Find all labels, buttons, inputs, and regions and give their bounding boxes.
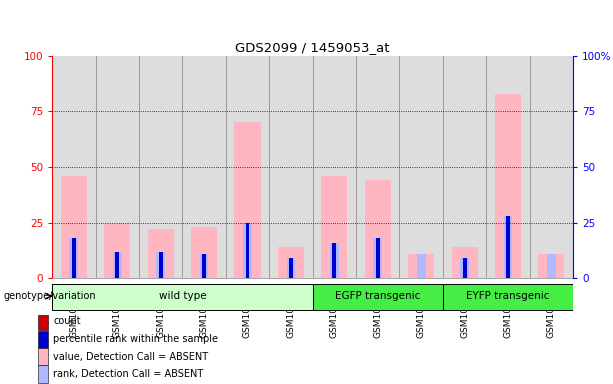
Bar (330, 243, 338, 278)
Bar (313, 284, 443, 310)
Bar (495, 94, 521, 278)
Bar (61, 176, 87, 278)
Text: EYFP transgenic: EYFP transgenic (466, 291, 550, 301)
Bar (417, 254, 425, 278)
Title: GDS2099 / 1459053_at: GDS2099 / 1459053_at (235, 41, 390, 55)
Bar (38, 348, 48, 365)
Bar (234, 122, 261, 278)
Bar (463, 258, 466, 278)
Bar (200, 254, 208, 278)
Bar (289, 258, 293, 278)
Bar (139, 56, 183, 278)
Text: genotype/variation: genotype/variation (3, 291, 96, 301)
Bar (243, 223, 252, 278)
Bar (547, 254, 556, 278)
Bar (321, 176, 348, 278)
Text: percentile rank within the sample: percentile rank within the sample (53, 334, 218, 344)
Bar (443, 56, 486, 278)
Bar (156, 252, 165, 278)
Bar (486, 56, 530, 278)
Bar (96, 56, 139, 278)
Text: wild type: wild type (159, 291, 206, 301)
Bar (104, 223, 130, 278)
Bar (373, 238, 382, 278)
Bar (504, 216, 512, 278)
Bar (246, 223, 249, 278)
Text: EGFP transgenic: EGFP transgenic (335, 291, 421, 301)
Bar (313, 56, 356, 278)
Bar (400, 56, 443, 278)
Bar (376, 238, 379, 278)
Bar (69, 238, 78, 278)
Text: value, Detection Call = ABSENT: value, Detection Call = ABSENT (53, 352, 208, 362)
Bar (530, 56, 573, 278)
Bar (226, 56, 269, 278)
Bar (148, 229, 173, 278)
Bar (506, 216, 510, 278)
Bar (52, 56, 96, 278)
Bar (365, 180, 391, 278)
Bar (159, 252, 162, 278)
Bar (269, 56, 313, 278)
Bar (115, 252, 119, 278)
Bar (287, 258, 295, 278)
Bar (356, 56, 400, 278)
Bar (460, 258, 469, 278)
Bar (408, 254, 434, 278)
Bar (52, 284, 313, 310)
Bar (202, 254, 206, 278)
Bar (332, 243, 337, 278)
Text: count: count (53, 316, 81, 326)
Bar (191, 227, 217, 278)
Bar (452, 247, 478, 278)
Bar (38, 331, 48, 348)
Bar (183, 56, 226, 278)
Bar (278, 247, 304, 278)
Bar (443, 284, 573, 310)
Text: rank, Detection Call = ABSENT: rank, Detection Call = ABSENT (53, 369, 204, 379)
Bar (538, 254, 565, 278)
Bar (38, 313, 48, 330)
Bar (113, 252, 121, 278)
Bar (38, 365, 48, 382)
Bar (72, 238, 76, 278)
